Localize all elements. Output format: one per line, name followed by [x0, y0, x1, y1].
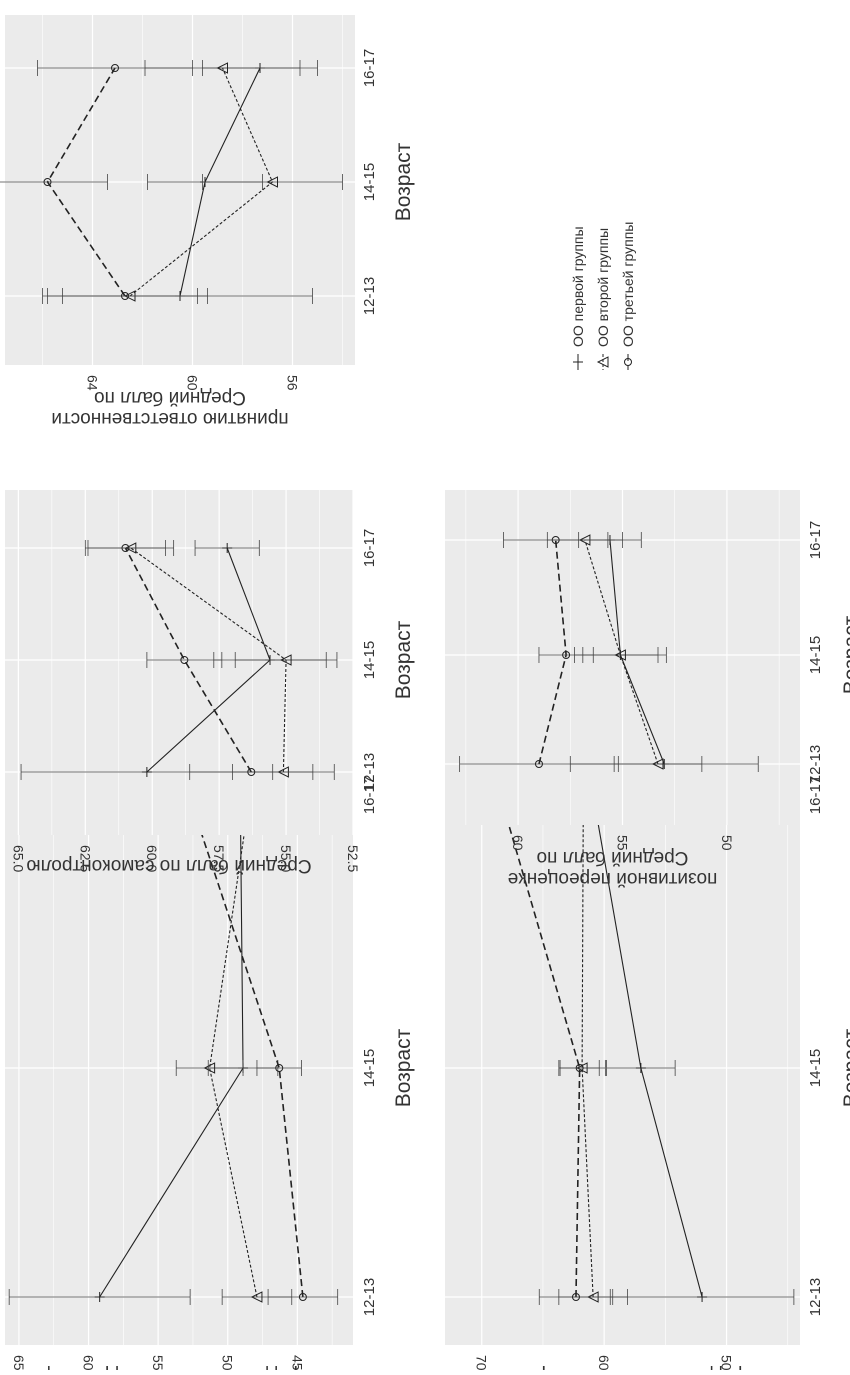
- legend-label: ОО первой группы: [570, 226, 586, 347]
- y-axis-title: Средний балл по планированию: [469, 1365, 756, 1370]
- y-tick-label: 64: [85, 375, 101, 391]
- data-point-triangle: [266, 176, 278, 188]
- y-tick-label: 70: [474, 1355, 490, 1370]
- x-tick-label: 16-17: [361, 49, 378, 87]
- y-tick-label: 65.0: [10, 845, 26, 872]
- x-axis-title: Возраст: [840, 1028, 850, 1107]
- y-tick-label: 55.0: [278, 845, 294, 872]
- x-axis-title: Возраст: [392, 1028, 415, 1107]
- y-tick-label: 50: [719, 835, 735, 851]
- y-tick-label: 60: [596, 1355, 612, 1370]
- x-tick-label: 14-15: [361, 641, 378, 679]
- y-tick-label: 50: [719, 1355, 735, 1370]
- y-tick-label: 55: [150, 1355, 166, 1370]
- y-axis-title-line: принятию ответственности: [51, 408, 288, 429]
- plot-background: [5, 490, 353, 835]
- y-tick-label: 57.5: [211, 845, 227, 872]
- y-tick-label: 52.5: [345, 845, 361, 872]
- data-point-circle: [575, 1064, 584, 1072]
- x-axis-title: Возраст: [392, 142, 415, 221]
- y-tick-label: 60: [510, 835, 526, 851]
- data-point-circle: [121, 544, 130, 552]
- y-axis-title: Средний балл по самоконтролю: [26, 855, 311, 876]
- y-axis-title: Средний балл по позитивной переоценке: [508, 847, 718, 889]
- x-tick-label: 12-13: [361, 753, 378, 791]
- y-tick-label: 55: [615, 835, 631, 851]
- y-tick-label: 60.0: [144, 845, 160, 872]
- legend-label: ОО третьей группы: [620, 222, 636, 347]
- x-tick-label: 12-13: [807, 745, 824, 783]
- x-tick-label: 16-17: [361, 776, 378, 814]
- chart-panel-4: 50 60 70Средний балл по планированию 12-13 1…: [445, 775, 850, 1375]
- data-point-circle: [247, 768, 256, 776]
- x-tick-label: 14-15: [807, 1049, 824, 1087]
- y-axis-title-line: позитивной переоценке: [508, 868, 718, 889]
- y-tick-label: 50: [220, 1355, 236, 1370]
- legend-label: ОО второй группы: [595, 228, 611, 347]
- x-tick-label: 14-15: [361, 163, 378, 201]
- data-point-circle: [43, 178, 52, 186]
- y-axis-title: Средний балл по конфронтации: [26, 1365, 311, 1370]
- data-point-circle: [571, 1293, 580, 1301]
- data-point-triangle: [203, 1062, 216, 1074]
- series-line: [581, 794, 594, 1298]
- y-tick-label: 60: [185, 375, 201, 391]
- data-point-circle: [121, 292, 129, 300]
- x-tick-label: 16-17: [807, 776, 824, 814]
- y-tick-label: 62.5: [77, 845, 93, 872]
- x-tick-label: 14-15: [807, 636, 824, 674]
- y-axis-title-line: Средний балл по: [537, 847, 689, 868]
- data-point-circle: [562, 651, 571, 659]
- data-point-triangle: [614, 649, 626, 661]
- data-point-circle: [551, 536, 560, 544]
- data-point-triangle: [651, 758, 664, 770]
- data-point-circle: [298, 1293, 307, 1301]
- x-tick-label: 12-13: [361, 1278, 378, 1316]
- y-axis-title: Средний балл по принятию ответственности: [51, 387, 288, 429]
- data-point-circle: [180, 656, 189, 664]
- y-axis-title-line: Средний балл по: [94, 387, 246, 408]
- series-line: [124, 547, 252, 773]
- x-tick-label: 16-17: [807, 521, 824, 559]
- data-point-circle: [111, 64, 119, 72]
- x-tick-label: 12-13: [361, 277, 378, 315]
- data-point-triangle: [279, 654, 292, 666]
- x-tick-label: 12-13: [807, 1278, 824, 1316]
- data-point-circle: [534, 760, 543, 768]
- y-tick-label: 45: [289, 1355, 305, 1370]
- data-point-triangle: [250, 1291, 263, 1303]
- series-line: [499, 794, 581, 1298]
- legend: ОО первой группы ОО второй группы ОО треть…: [570, 222, 636, 370]
- x-axis-title: Возраст: [840, 615, 850, 694]
- y-tick-label: 56: [285, 375, 301, 391]
- series-line: [209, 794, 258, 1298]
- x-tick-label: 14-15: [361, 1049, 378, 1087]
- plot-background: [5, 15, 355, 365]
- legend-key-triangle: [596, 356, 609, 368]
- legend-key-circle: [624, 358, 632, 366]
- x-tick-label: 16-17: [361, 529, 378, 567]
- data-point-triangle: [216, 62, 228, 74]
- plot-background: [445, 775, 800, 1345]
- y-tick-label: 60: [81, 1355, 97, 1370]
- y-tick-label: 65: [11, 1355, 27, 1370]
- series-line: [187, 794, 304, 1298]
- data-point-circle: [275, 1064, 284, 1072]
- chart-panel-2: 52.5 55.0 57.5 60.0 62.5 65.0 Средний балл по …: [5, 490, 415, 876]
- plot-background: [5, 775, 353, 1345]
- x-axis-title: Возраст: [392, 620, 415, 699]
